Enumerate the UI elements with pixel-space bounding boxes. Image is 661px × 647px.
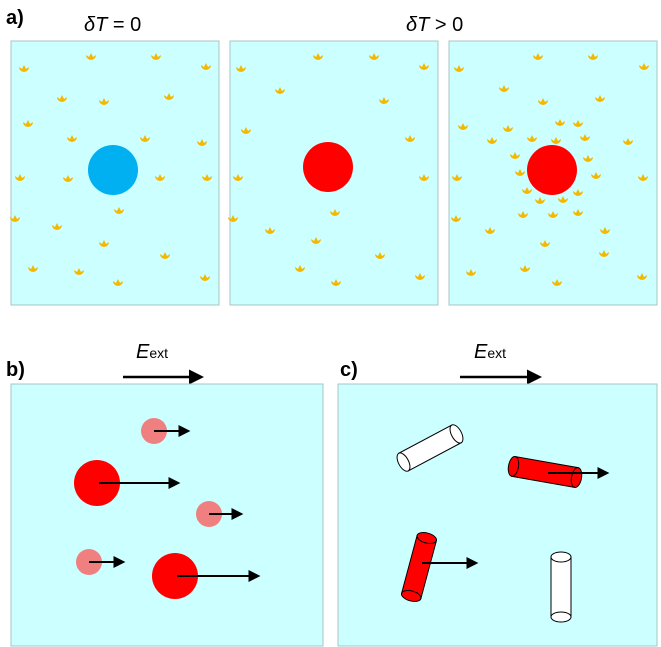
cylinder-icon [400, 532, 438, 602]
panel-a2 [228, 40, 439, 306]
large-particle [152, 553, 198, 599]
panel-b-background [10, 383, 324, 647]
field-subscript-c: ext [487, 345, 506, 361]
panel-b [10, 383, 324, 647]
panel-a1 [10, 40, 220, 306]
delta-t-symbol-right: δT [406, 14, 431, 36]
panel-c-background [337, 383, 658, 647]
cylinder-icon [507, 456, 583, 488]
field-symbol-b: E [136, 341, 150, 363]
field-subscript-b: ext [149, 345, 168, 361]
delta-t-symbol-left: δT [84, 14, 109, 36]
cold-particle [88, 145, 138, 195]
delta-t-relation-left: = 0 [107, 14, 141, 36]
delta-t-relation-right: > 0 [429, 14, 463, 36]
large-particle [74, 460, 120, 506]
label-a: a) [6, 7, 24, 29]
cylinder-icon [396, 424, 464, 472]
field-label-c: Eext [474, 341, 506, 363]
panel-c [337, 383, 658, 647]
field-label-b: Eext [136, 341, 168, 363]
delta-t-zero: δT = 0 [84, 14, 141, 36]
delta-t-positive: δT > 0 [406, 14, 463, 36]
field-symbol-c: E [474, 341, 488, 363]
label-c: c) [340, 359, 358, 381]
cylinder-icon [550, 551, 572, 623]
hot-particle [303, 142, 353, 192]
hot-particle-solvated [527, 145, 577, 195]
panel-a3 [448, 40, 658, 306]
label-b: b) [6, 359, 25, 381]
